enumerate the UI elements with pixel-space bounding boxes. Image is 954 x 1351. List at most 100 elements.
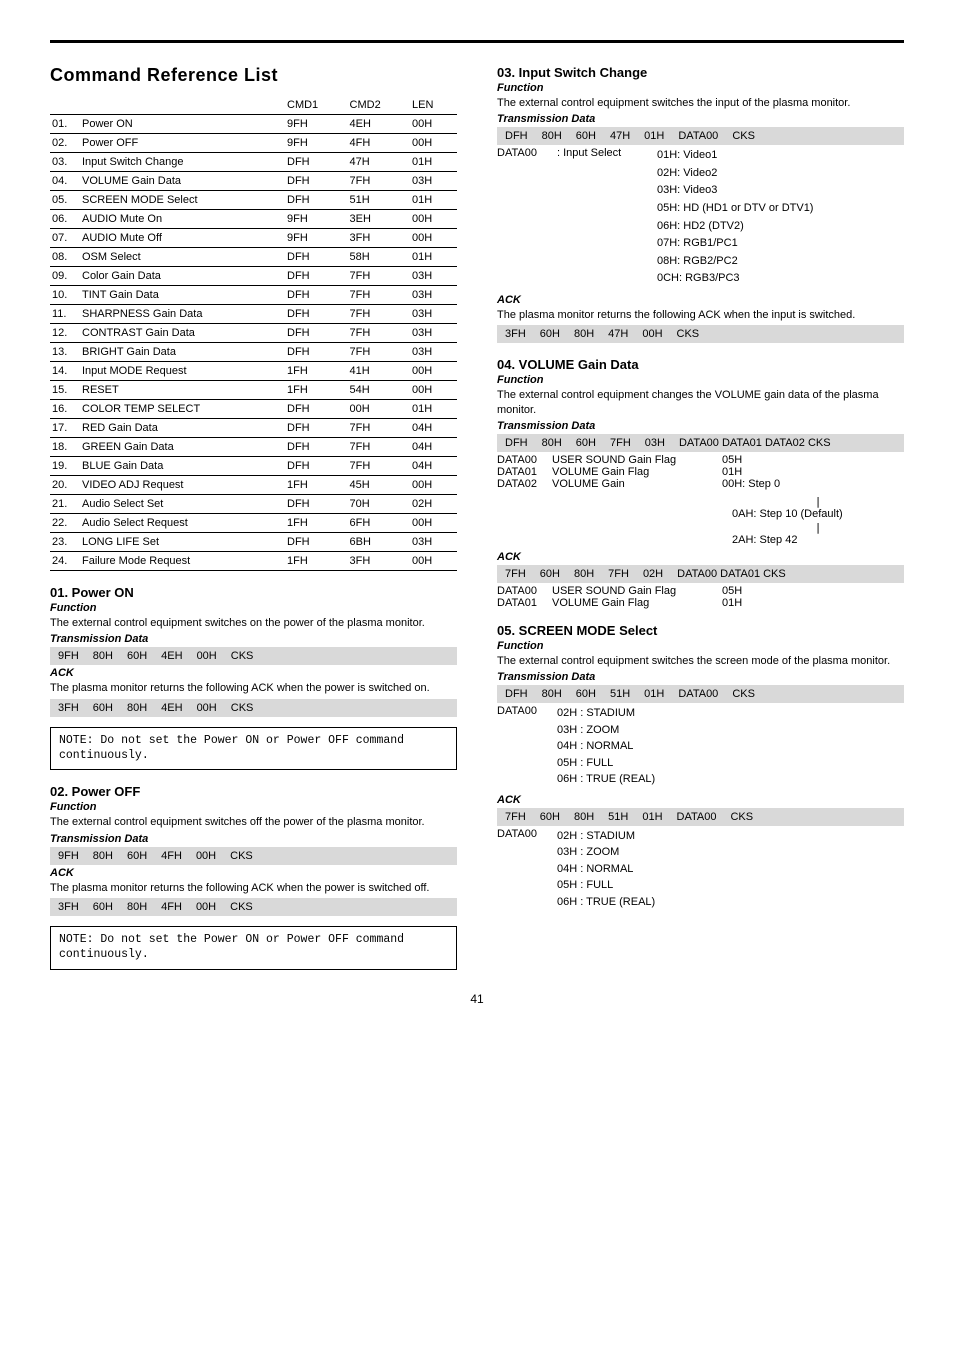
table-row: 10.TINT Gain DataDFH7FH03H (50, 286, 457, 305)
hex-value: DFH (505, 437, 528, 449)
table-cell: 7FH (348, 419, 411, 438)
hex-value: 7FH (505, 811, 526, 823)
table-cell: 00H (410, 115, 457, 134)
table-cell: 08. (50, 248, 80, 267)
hex-row: DFH80H60H7FH03HDATA00 DATA01 DATA02 CKS (497, 434, 904, 452)
table-cell: 1FH (285, 381, 348, 400)
table-cell: AUDIO Mute On (80, 210, 285, 229)
table-cell: CONTRAST Gain Data (80, 324, 285, 343)
table-row: 07.AUDIO Mute Off9FH3FH00H (50, 229, 457, 248)
table-header: CMD1 (285, 96, 348, 115)
table-cell: DFH (285, 324, 348, 343)
table-cell: 3FH (348, 229, 411, 248)
hex-value: 4FH (161, 901, 182, 913)
ack-text: The plasma monitor returns the following… (50, 881, 457, 895)
transmission-label: Transmission Data (50, 633, 457, 645)
hex-value: CKS (677, 328, 700, 340)
data-value: 03H : ZOOM (557, 844, 655, 861)
table-cell: COLOR TEMP SELECT (80, 400, 285, 419)
data-cell: 01H (722, 597, 742, 609)
table-row: 13.BRIGHT Gain DataDFH7FH03H (50, 343, 457, 362)
function-label: Function (50, 801, 457, 813)
data-cell: VOLUME Gain Flag (552, 466, 722, 478)
table-cell: 4EH (348, 115, 411, 134)
table-cell: DFH (285, 457, 348, 476)
table-cell: 04H (410, 438, 457, 457)
transmission-label: Transmission Data (497, 420, 904, 432)
table-cell: 03H (410, 172, 457, 191)
data-cell: DATA00 (497, 585, 552, 597)
table-cell: BLUE Gain Data (80, 457, 285, 476)
function-text: The external control equipment switches … (50, 815, 457, 829)
right-column: 03. Input Switch Change Function The ext… (497, 65, 904, 980)
data-value: 03H : ZOOM (557, 722, 655, 739)
data-value: 02H : STADIUM (557, 828, 655, 845)
extra-value: 0AH: Step 10 (Default) (732, 507, 904, 522)
table-cell: 1FH (285, 362, 348, 381)
hex-value: DATA00 (677, 811, 717, 823)
table-row: 04.VOLUME Gain DataDFH7FH03H (50, 172, 457, 191)
table-cell: 20. (50, 476, 80, 495)
section-02-title: 02. Power OFF (50, 784, 457, 799)
hex-value: 00H (197, 702, 217, 714)
hex-value: 60H (127, 650, 147, 662)
table-row: 11.SHARPNESS Gain DataDFH7FH03H (50, 305, 457, 324)
hex-value: 02H (643, 568, 663, 580)
left-column: Command Reference List CMD1CMD2LEN 01.Po… (50, 65, 457, 980)
table-cell: 11. (50, 305, 80, 324)
hex-value: 80H (542, 437, 562, 449)
table-cell: SHARPNESS Gain Data (80, 305, 285, 324)
table-row: 17.RED Gain DataDFH7FH04H (50, 419, 457, 438)
table-cell: 1FH (285, 476, 348, 495)
hex-row: 9FH80H60H4EH00HCKS (50, 647, 457, 665)
table-cell: 00H (410, 229, 457, 248)
hex-value: 4FH (161, 850, 182, 862)
table-cell: 16. (50, 400, 80, 419)
table-cell: TINT Gain Data (80, 286, 285, 305)
data-value: 08H: RGB2/PC2 (657, 253, 813, 271)
data-row: DATA02VOLUME Gain00H: Step 0 (497, 478, 904, 490)
table-cell: 14. (50, 362, 80, 381)
hex-value: DATA00 DATA01 DATA02 CKS (679, 437, 831, 449)
hex-row: DFH80H60H51H01HDATA00CKS (497, 685, 904, 703)
table-cell: 7FH (348, 324, 411, 343)
data-value: 07H: RGB1/PC1 (657, 235, 813, 253)
data-cell: VOLUME Gain (552, 478, 722, 490)
table-row: 05.SCREEN MODE SelectDFH51H01H (50, 191, 457, 210)
data-rows: DATA00USER SOUND Gain Flag05HDATA01VOLUM… (497, 454, 904, 490)
function-text: The external control equipment switches … (50, 616, 457, 630)
hex-value: 51H (610, 688, 630, 700)
hex-value: 3FH (505, 328, 526, 340)
hex-value: 9FH (58, 850, 79, 862)
hex-value: 47H (610, 130, 630, 142)
hex-value: 00H (642, 328, 662, 340)
hex-value: DATA00 (678, 130, 718, 142)
hex-value: 60H (93, 702, 113, 714)
data-cell: USER SOUND Gain Flag (552, 454, 722, 466)
table-cell: 7FH (348, 267, 411, 286)
table-cell: Input MODE Request (80, 362, 285, 381)
table-cell: 00H (410, 381, 457, 400)
data-value: 0CH: RGB3/PC3 (657, 270, 813, 288)
hex-value: 60H (540, 568, 560, 580)
note-box: NOTE: Do not set the Power ON or Power O… (50, 926, 457, 970)
function-label: Function (497, 374, 904, 386)
table-cell: 6BH (348, 533, 411, 552)
table-row: 14.Input MODE Request1FH41H00H (50, 362, 457, 381)
hex-row: 3FH60H80H47H00HCKS (497, 325, 904, 343)
ack-label: ACK (497, 294, 904, 306)
data-value: 05H: HD (HD1 or DTV or DTV1) (657, 200, 813, 218)
hex-row: 7FH60H80H7FH02HDATA00 DATA01 CKS (497, 565, 904, 583)
table-row: 23.LONG LIFE SetDFH6BH03H (50, 533, 457, 552)
table-row: 12.CONTRAST Gain DataDFH7FH03H (50, 324, 457, 343)
table-cell: 03H (410, 286, 457, 305)
data-value: 04H : NORMAL (557, 738, 655, 755)
hex-value: 60H (127, 850, 147, 862)
data-row: DATA00USER SOUND Gain Flag05H (497, 585, 904, 597)
ack-label: ACK (50, 667, 457, 679)
hex-value: CKS (230, 850, 253, 862)
hex-value: 80H (93, 850, 113, 862)
section-04-title: 04. VOLUME Gain Data (497, 357, 904, 372)
table-cell: Failure Mode Request (80, 552, 285, 571)
table-cell: 17. (50, 419, 80, 438)
